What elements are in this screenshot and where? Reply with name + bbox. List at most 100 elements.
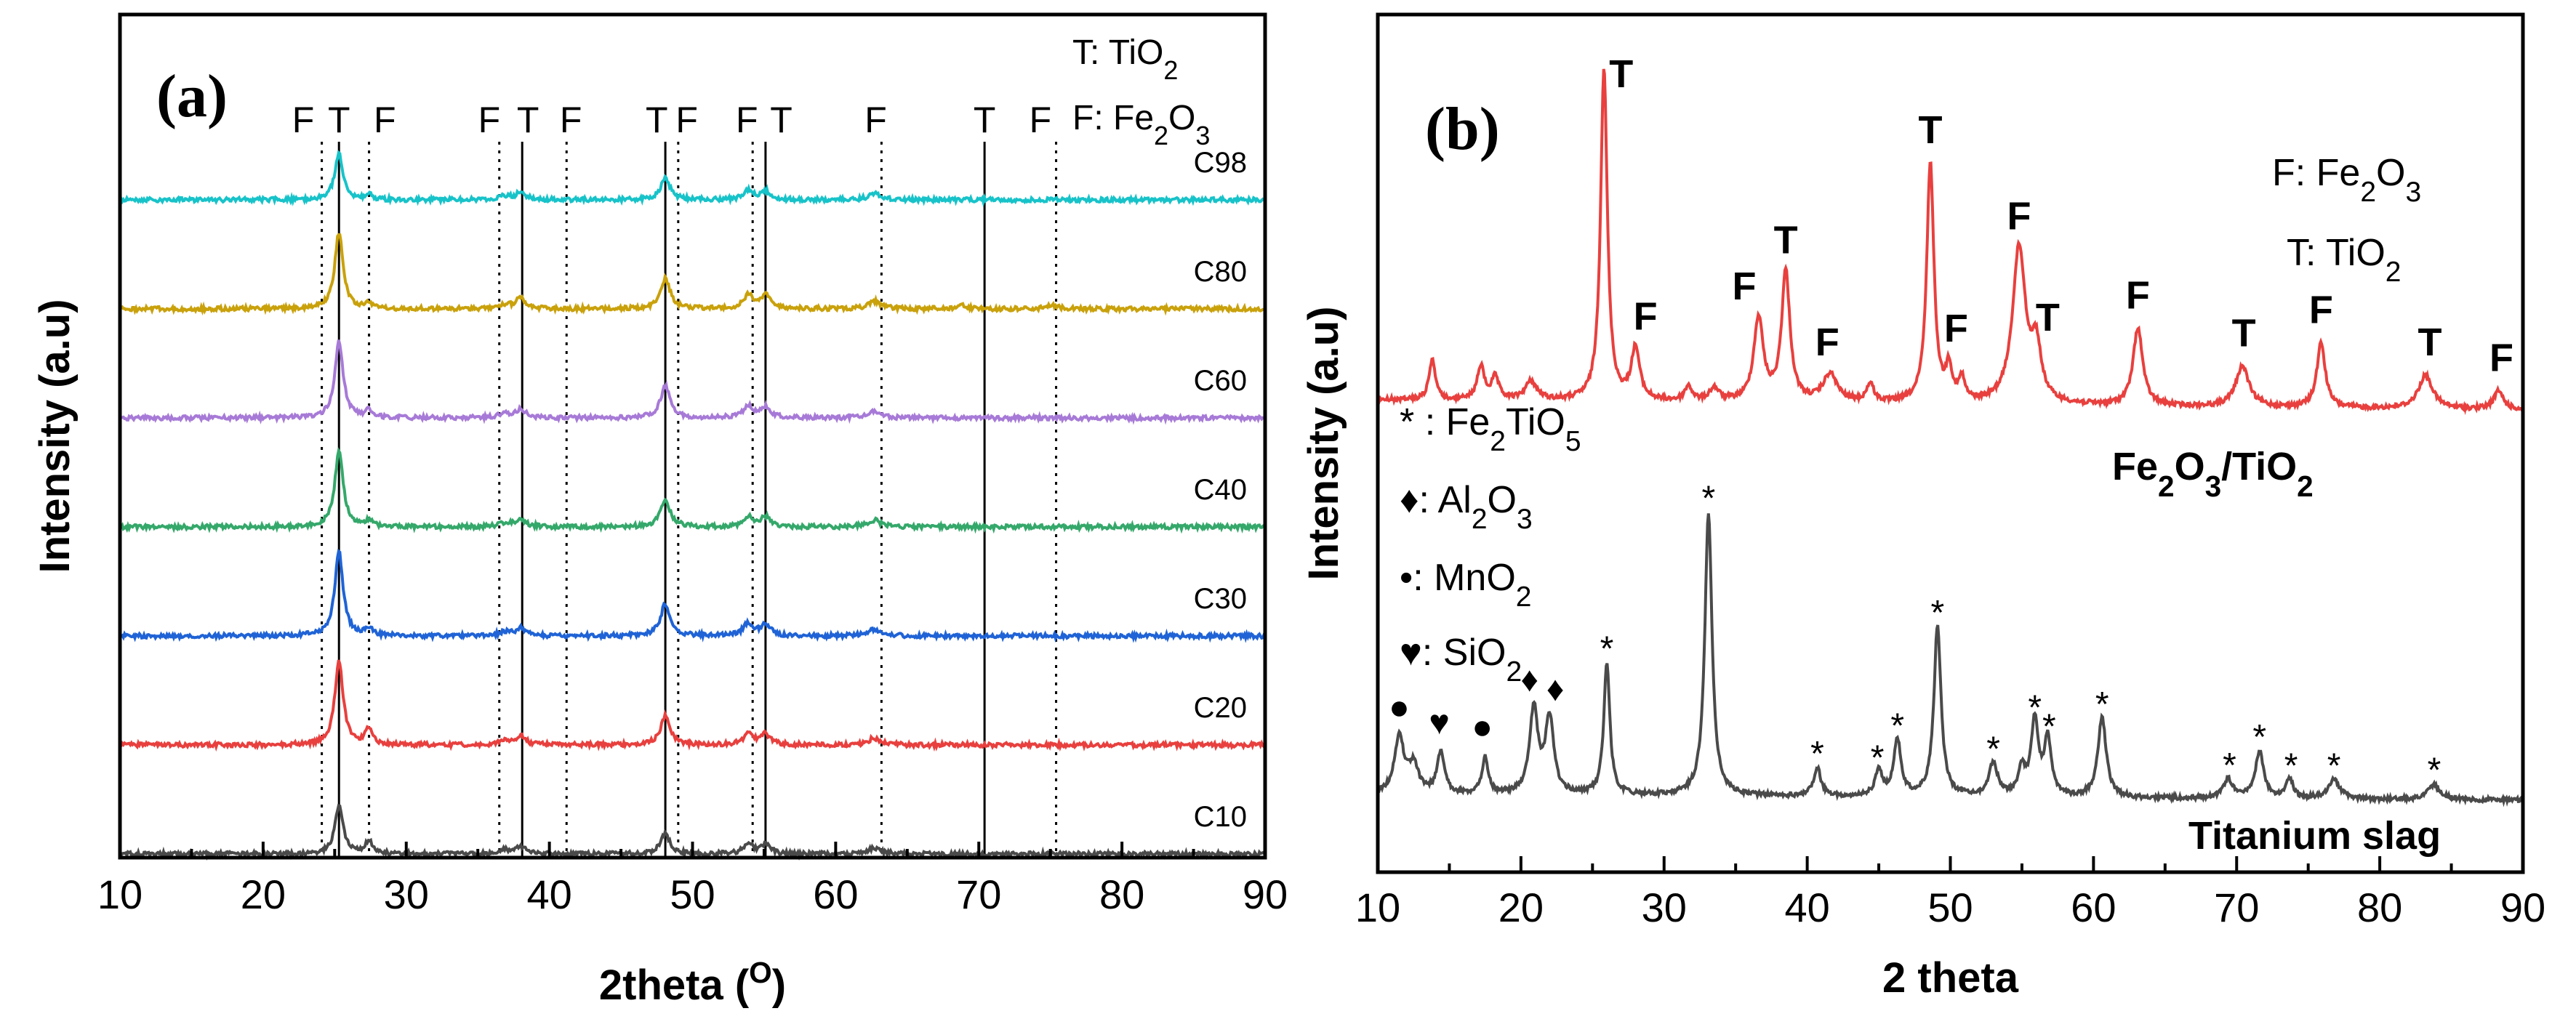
plot-frame xyxy=(118,12,1267,860)
series-line-c98 xyxy=(119,150,1267,208)
legend-tio2: T: TiO2 xyxy=(1072,33,1178,85)
peak-label: F xyxy=(1634,295,1658,339)
peak-marker: * xyxy=(1871,739,1885,778)
peak-marker: * xyxy=(2028,689,2042,728)
x-tick-label: 60 xyxy=(813,871,858,917)
peak-marker: * xyxy=(1930,594,1944,632)
series-label: C60 xyxy=(1194,365,1247,397)
peak-label: T xyxy=(517,100,539,140)
x-tick-label: 90 xyxy=(2500,885,2545,930)
x-tick-label: 30 xyxy=(384,871,429,917)
peak-marker: * xyxy=(2223,746,2236,785)
x-axis-label: 2 theta xyxy=(1882,954,2019,1002)
peak-label: F xyxy=(1815,321,1839,364)
x-tick-label: 80 xyxy=(1099,871,1144,917)
peak-label: F xyxy=(374,100,396,140)
y-axis-label: Intensity (a.u) xyxy=(1300,306,1347,580)
x-tick-label: 90 xyxy=(1243,871,1288,917)
peak-label: F xyxy=(675,100,698,140)
legend-phase: •: MnO2 xyxy=(1400,557,1532,613)
peak-marker: * xyxy=(2428,752,2441,790)
peak-marker: ♦ xyxy=(1546,670,1565,709)
peak-label: T xyxy=(770,100,793,140)
peak-marker: * xyxy=(2284,746,2298,785)
peak-label: F xyxy=(1733,265,1757,308)
peak-label: F xyxy=(736,100,758,140)
series-label: C40 xyxy=(1194,474,1247,506)
x-tick-label: 10 xyxy=(97,871,143,917)
legend-fe2o3: F: Fe2O3 xyxy=(2272,152,2421,208)
x-tick-label: 20 xyxy=(241,871,286,917)
plot-frame xyxy=(1376,12,2525,874)
x-axis-label: 2theta (O) xyxy=(599,956,786,1009)
peak-marker: * xyxy=(1600,630,1614,669)
legend-phase: * : Fe2TiO5 xyxy=(1400,401,1581,457)
peak-marker: * xyxy=(2095,685,2109,724)
peak-label: T xyxy=(1774,218,1798,262)
series-label: C30 xyxy=(1194,583,1247,615)
peak-label: T xyxy=(2232,312,2256,355)
peak-marker: * xyxy=(2042,708,2056,746)
x-tick-label: 50 xyxy=(1927,885,1973,930)
series-line-fe2o3-tio2 xyxy=(1376,68,2524,416)
peak-label: F xyxy=(2309,288,2333,331)
series-label: C98 xyxy=(1194,147,1247,179)
peak-label: T xyxy=(646,100,668,140)
series-line-c30 xyxy=(119,548,1267,643)
x-tick-label: 30 xyxy=(1642,885,1687,930)
peak-marker: * xyxy=(1701,479,1715,517)
series-label: C10 xyxy=(1194,801,1247,833)
x-tick-label: 10 xyxy=(1355,885,1400,930)
peak-marker: * xyxy=(1890,707,1904,746)
peak-label: T xyxy=(1609,52,1633,96)
peak-label: F xyxy=(292,100,315,140)
peak-label: F xyxy=(864,100,887,140)
peak-marker: * xyxy=(2252,718,2266,757)
series-line-c80 xyxy=(119,233,1266,316)
legend-phase: ♦: Al2O3 xyxy=(1400,479,1533,535)
peak-label: F xyxy=(2126,273,2150,317)
peak-label: F xyxy=(2489,336,2513,379)
peak-label: T xyxy=(974,100,996,140)
x-tick-label: 70 xyxy=(2214,885,2259,930)
series-line-titanium-slag xyxy=(1376,513,2524,807)
peak-label: T xyxy=(2036,296,2060,339)
x-tick-label: 40 xyxy=(1784,885,1829,930)
peak-label: F xyxy=(560,100,582,140)
series-line-c60 xyxy=(119,339,1266,425)
series-label: C20 xyxy=(1194,692,1247,724)
peak-marker: ♦ xyxy=(1520,661,1538,699)
panel-label: (a) xyxy=(156,63,228,130)
panel-label: (b) xyxy=(1425,95,1500,163)
y-axis-label: Intensity (a.u) xyxy=(31,299,79,573)
peak-marker: ♥ xyxy=(1429,704,1450,742)
series-label-titanium-slag: Titanium slag xyxy=(2188,814,2441,858)
peak-marker: ● xyxy=(1389,688,1410,727)
peak-label: F xyxy=(478,100,501,140)
peak-label: T xyxy=(2418,321,2442,364)
peak-marker: * xyxy=(2327,747,2341,786)
legend-phase: ♥: SiO2 xyxy=(1400,632,1522,688)
x-tick-label: 80 xyxy=(2357,885,2402,930)
series-line-c20 xyxy=(119,659,1267,752)
legend-tio2: T: TiO2 xyxy=(2287,232,2402,288)
peak-marker: * xyxy=(1986,730,2000,769)
peak-label: T xyxy=(328,100,350,140)
x-tick-label: 60 xyxy=(2071,885,2116,930)
legend-fe2o3: F: Fe2O3 xyxy=(1072,99,1210,150)
x-tick-label: 50 xyxy=(670,871,715,917)
series-line-c40 xyxy=(119,447,1266,534)
peak-label: F xyxy=(1944,307,1968,350)
peak-label: F xyxy=(2007,195,2031,238)
series-label-fe2o3-tio2: Fe2O3/TiO2 xyxy=(2112,445,2314,503)
series-label: C80 xyxy=(1194,256,1247,288)
x-tick-label: 20 xyxy=(1498,885,1544,930)
x-tick-label: 70 xyxy=(956,871,1001,917)
peak-label: F xyxy=(1030,100,1052,140)
peak-label: T xyxy=(1918,108,1942,152)
peak-marker: * xyxy=(1810,735,1824,773)
peak-marker: ● xyxy=(1472,708,1493,746)
